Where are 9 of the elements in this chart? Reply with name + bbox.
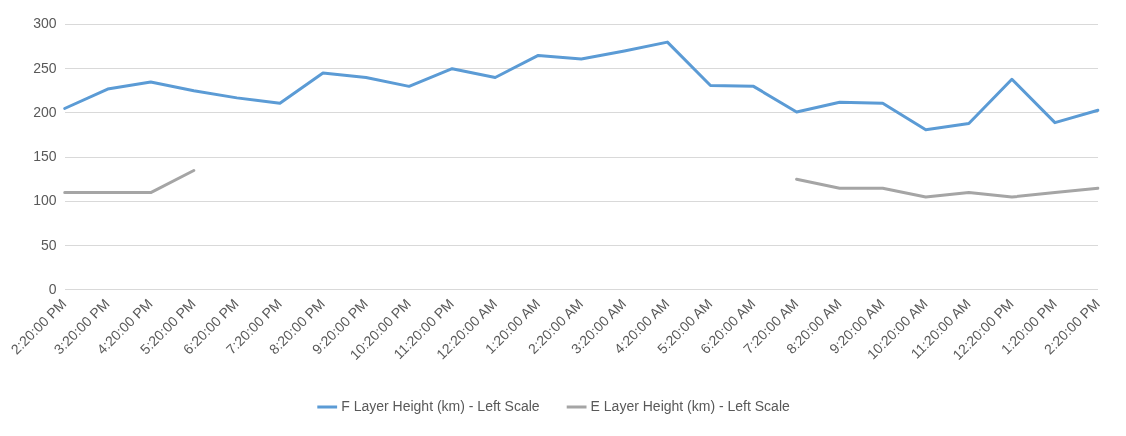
y-tick-label: 50 [41,236,57,253]
y-tick-label: 300 [33,15,57,32]
y-tick-label: 150 [33,148,57,165]
legend-label: E Layer Height (km) - Left Scale [590,397,791,414]
y-tick-label: 0 [48,280,57,297]
y-tick-label: 100 [33,192,57,209]
legend-label: F Layer Height (km) - Left Scale [341,397,540,414]
y-tick-label: 250 [33,59,57,76]
y-tick-label: 200 [33,103,57,120]
